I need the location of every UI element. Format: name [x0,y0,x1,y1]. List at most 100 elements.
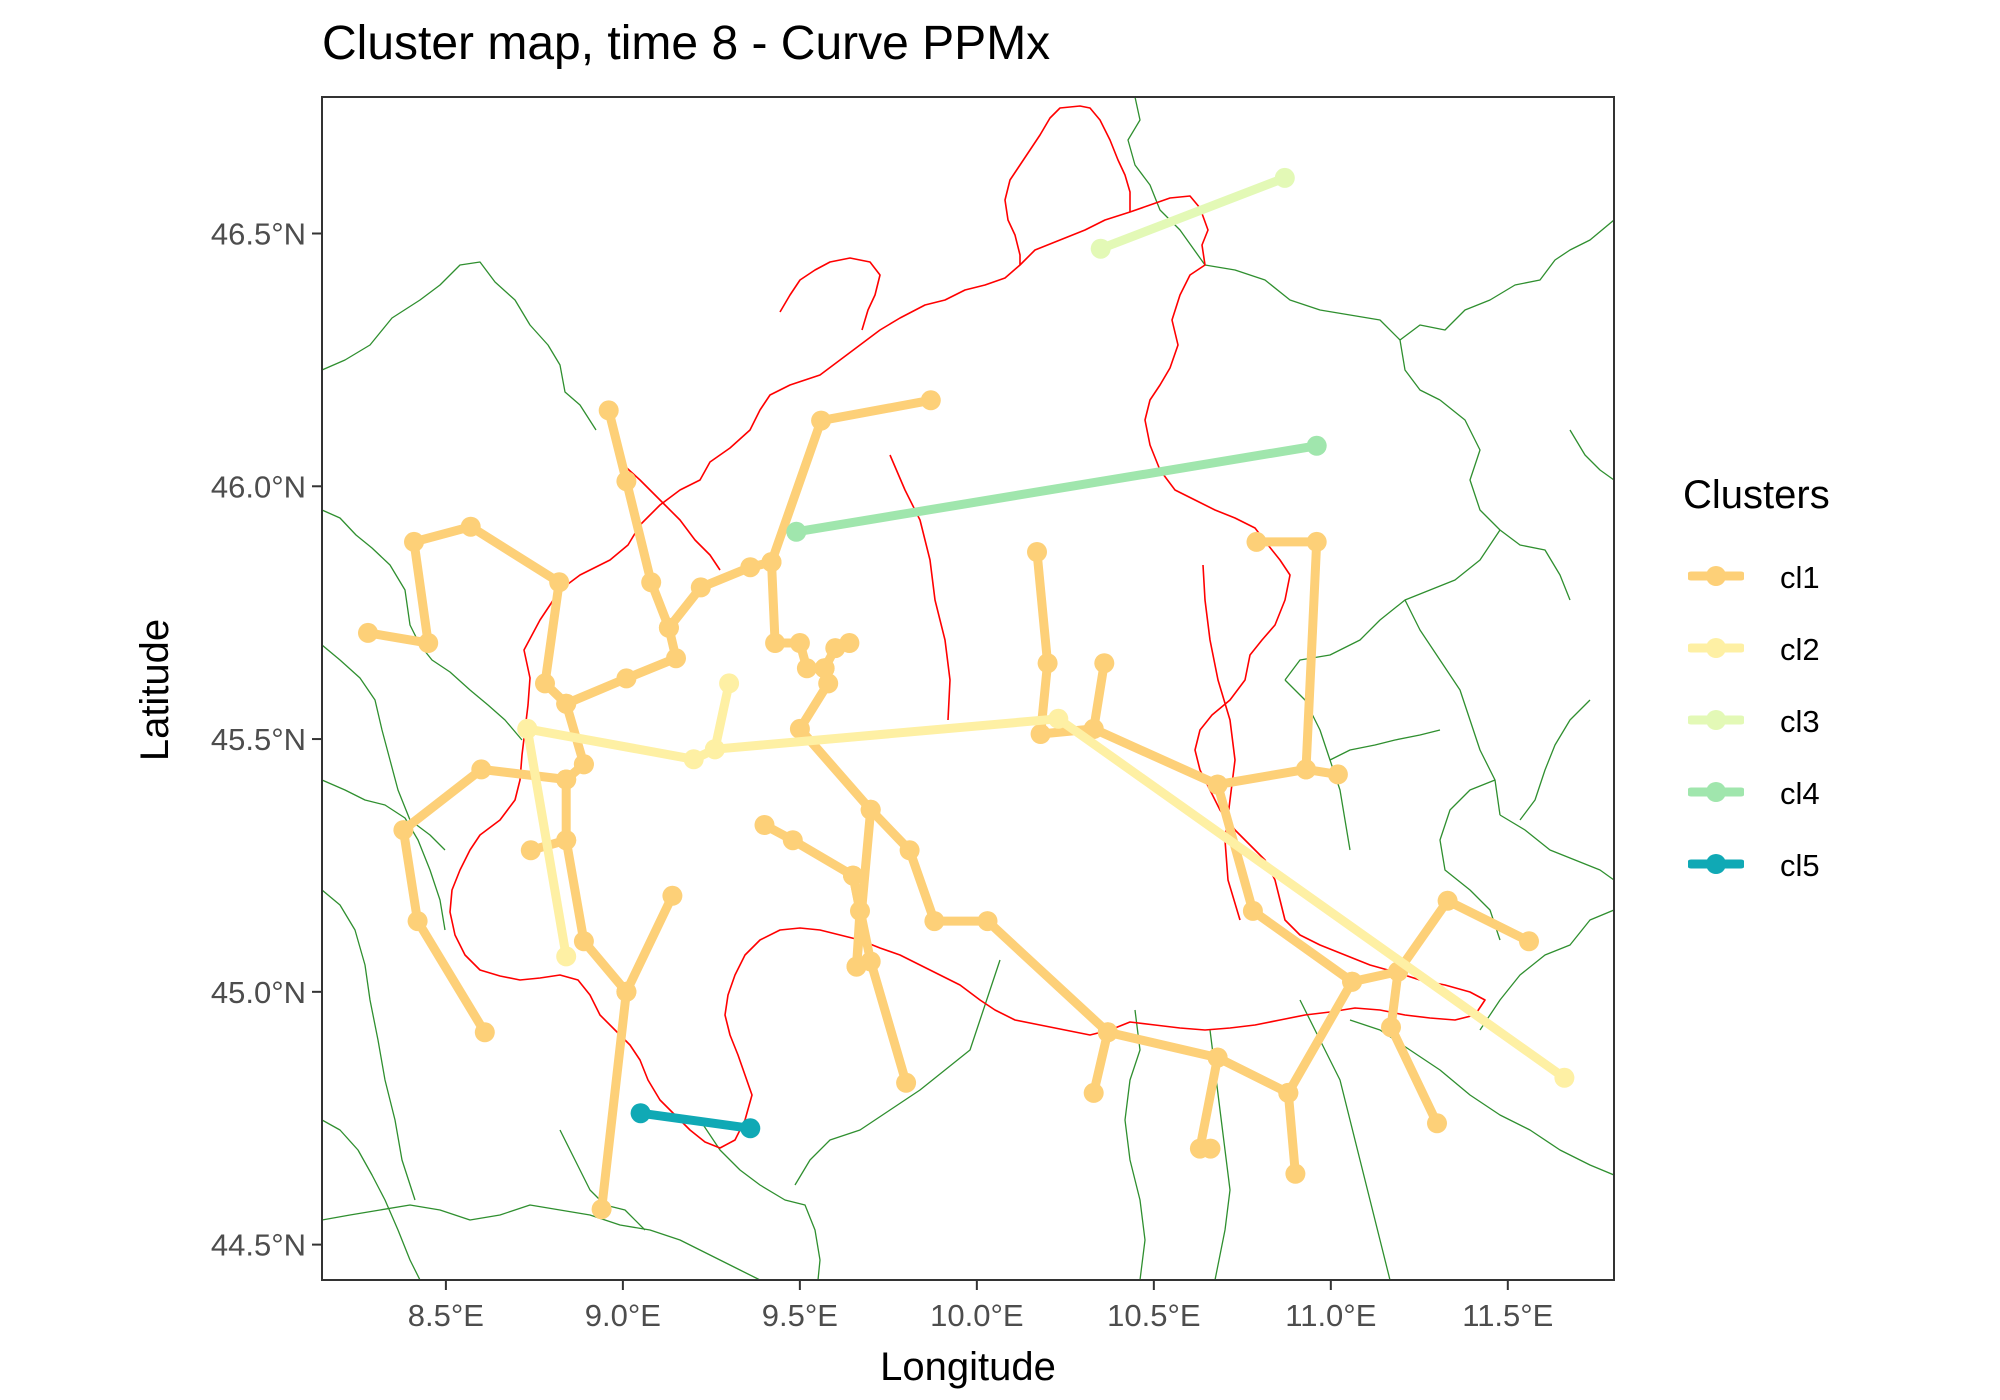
cl4-node [1306,435,1327,456]
legend-label: cl5 [1780,848,1820,883]
province-border [322,509,523,741]
cl1-node [1083,1082,1104,1103]
province-border [322,644,446,851]
y-tick-label: 46.0°N [211,469,306,504]
cl1-node [471,759,492,780]
region-border [617,459,721,571]
legend-key [1688,638,1744,658]
province-border [322,779,446,931]
cl1-node [393,820,414,841]
cl5-node [740,1118,761,1139]
legend-key [1688,854,1744,874]
legend-label: cl3 [1780,704,1820,739]
cl1-edge-path [760,820,865,972]
cluster-cl1 [358,390,1539,1220]
province-border [1127,97,1206,266]
cl1-node [1306,531,1327,552]
cl1-node [474,1022,495,1043]
province-border [322,261,597,431]
cluster-cl3 [1090,167,1295,259]
cl2-node [1554,1067,1575,1088]
cl2-node [683,749,704,770]
cl1-node [616,668,637,689]
cl1-node [1437,890,1458,911]
cl2-node [517,718,538,739]
y-tick-label: 44.5°N [211,1228,306,1263]
cl1-node [556,693,577,714]
legend-item-cl3: cl3 [1688,692,1948,748]
cl1-node [591,1199,612,1220]
y-axis: 44.5°N 45.0°N 45.5°N 46.0°N 46.5°N [211,217,322,1263]
region-border [1202,564,1241,921]
province-border [559,1129,646,1231]
cl1-node [1519,931,1539,952]
cluster-cl2 [517,673,1575,1088]
cl1-node [1427,1113,1447,1134]
province-borders [322,97,1614,1280]
cl1-node [573,931,594,952]
cl1-node [662,885,683,906]
cl3-edge-path [1096,173,1290,254]
x-axis-title: Longitude [880,1345,1056,1389]
cl4-node [786,521,807,542]
cl5-edge-path [636,1108,755,1133]
cl1-node [796,658,817,679]
cluster-cl5 [630,1103,761,1139]
region-borders [449,105,1486,1149]
cl1-node [556,830,577,851]
cl2-edge-path [522,714,1569,1083]
legend-title: Clusters [1683,473,1830,517]
cl1-node [573,754,594,775]
cl1-node [814,658,835,679]
cl3-node [1274,167,1295,188]
cl1-edge-path [1195,1053,1223,1154]
province-border [1399,219,1614,341]
legend-label: cl2 [1780,632,1820,667]
x-axis: 8.5°E 9.0°E 9.5°E 10.0°E 10.5°E 11.0°E 11.5°E [408,1280,1553,1333]
legend-key [1688,710,1744,730]
province-border [794,959,1001,1186]
cl1-node [1030,724,1051,744]
legend-key [1688,566,1744,586]
legend-label: cl4 [1780,776,1820,811]
cl1-node [977,911,998,932]
x-tick-label: 10.5°E [1107,1298,1200,1333]
cl5-node [630,1103,651,1124]
chart-title: Cluster map, time 8 - Curve PPMx [322,17,1051,70]
cl1-node [818,673,839,694]
cl1-node [1027,542,1047,562]
province-border [1439,399,1571,601]
cl1-node [754,815,775,835]
cl1-edge-path [1089,1027,1113,1098]
cl1-edge-path [1283,1088,1300,1179]
region-border [449,195,1486,1149]
cl1-node [1242,900,1263,921]
cl2-node [556,946,577,967]
province-border [1329,729,1441,761]
region-border [1004,105,1131,265]
province-border [1404,599,1501,816]
region-border [779,257,881,331]
cl1-node [666,648,686,669]
cl1-node [765,633,786,653]
cl1-edge-path [1386,967,1442,1128]
cl1-node [1381,1017,1401,1038]
province-border [1204,264,1441,401]
x-tick-label: 9.0°E [585,1298,661,1333]
province-border [322,889,416,1201]
cl1-node [549,572,570,593]
cl1-node [1246,531,1267,552]
cl1-node [1327,764,1348,785]
cl1-node [418,633,439,653]
region-border [889,454,951,721]
cl1-node [598,400,619,421]
legend-item-cl4: cl4 [1688,764,1948,820]
cl1-edge-path [561,775,677,997]
cl1-node [1207,1047,1228,1068]
province-border [1349,1019,1614,1176]
legend-item-cl2: cl2 [1688,620,1948,676]
cl1-node [616,981,637,1002]
cl1-node [520,840,541,861]
province-border [322,1119,421,1280]
province-border [699,1119,821,1280]
